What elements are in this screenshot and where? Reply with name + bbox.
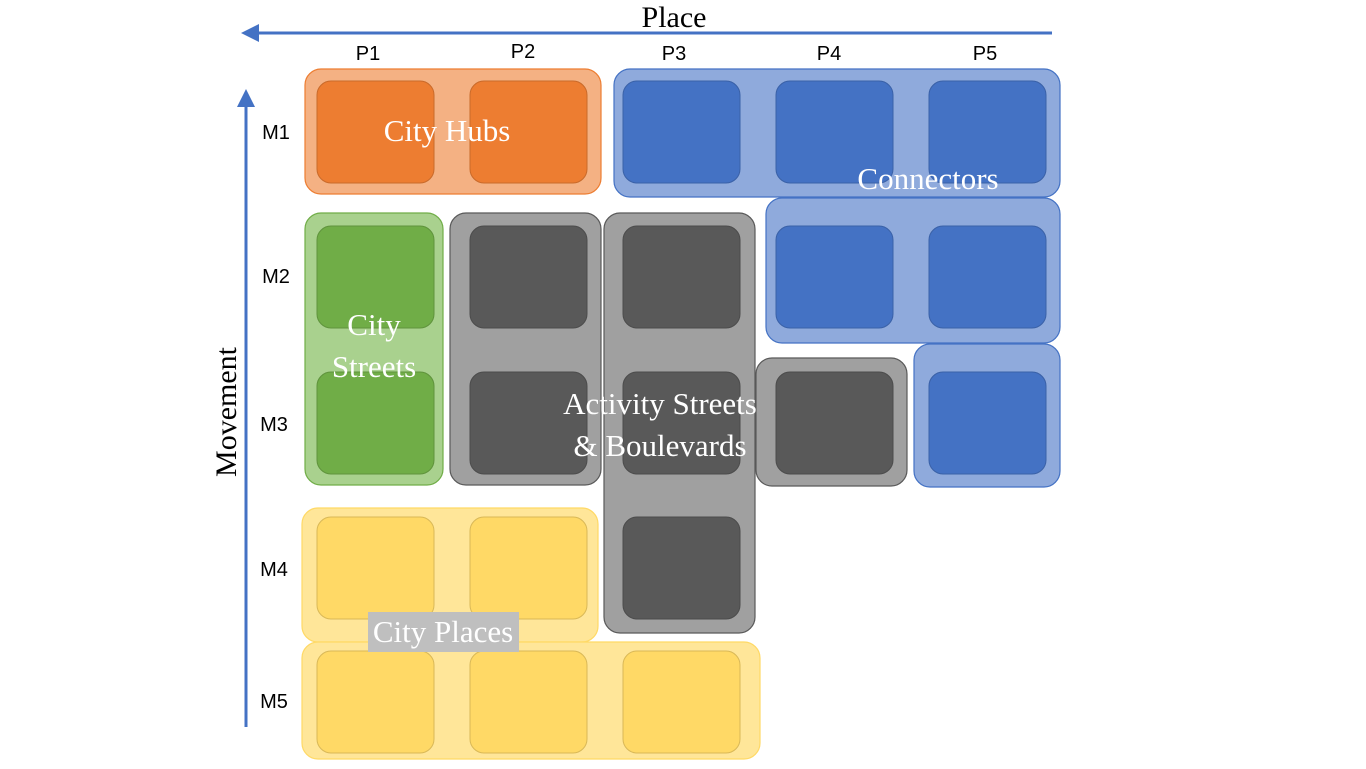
activity-streets-label-line1: Activity Streets (563, 386, 757, 421)
movement-tick-m1: M1 (262, 122, 290, 144)
cell-city-places-p2-m4 (469, 516, 588, 620)
cell-city-hubs-p1-m1 (316, 80, 435, 184)
cell-city-places-p1-m5 (316, 650, 435, 754)
city-places-label-background (368, 612, 519, 652)
cell-city-hubs-p2-m1 (469, 80, 588, 184)
cell-city-places-p2-m5 (469, 650, 588, 754)
cell-activity-streets-p2-m3 (469, 371, 588, 475)
city-streets-label-line2: Streets (332, 349, 416, 384)
cell-connectors-p5-m1 (928, 80, 1047, 184)
cell-activity-streets-p3-m3 (622, 371, 741, 475)
place-tick-p5: P5 (973, 43, 997, 65)
cell-connectors-p3-m1 (622, 80, 741, 184)
place-tick-p4: P4 (817, 43, 841, 65)
connectors-label: Connectors (857, 161, 998, 196)
cell-connectors-p4-m2 (775, 225, 894, 329)
cell-activity-streets-p3-m4 (622, 516, 741, 620)
place-axis-title: Place (642, 1, 707, 34)
cell-activity-streets-p3-m2 (622, 225, 741, 329)
movement-tick-m2: M2 (262, 266, 290, 288)
city-streets-label-line1: City (347, 307, 401, 342)
movement-tick-m4: M4 (260, 559, 288, 581)
cell-connectors-p4-m1 (775, 80, 894, 184)
place-tick-p2: P2 (511, 41, 535, 63)
movement-axis-title: Movement (210, 346, 243, 477)
cell-city-places-p1-m4 (316, 516, 435, 620)
cell-connectors-p5-m3 (928, 371, 1047, 475)
city-hubs-label: City Hubs (384, 113, 511, 148)
city-places-label: City Places (373, 614, 513, 649)
movement-tick-m3: M3 (260, 414, 288, 436)
activity-streets-label-line2: & Boulevards (573, 428, 746, 463)
cell-connectors-p5-m2 (928, 225, 1047, 329)
cell-city-places-p3-m5 (622, 650, 741, 754)
movement-tick-m5: M5 (260, 691, 288, 713)
cell-city-streets-p1-m2 (316, 225, 435, 329)
cell-city-streets-p1-m3 (316, 371, 435, 475)
grid-cells (316, 80, 1047, 754)
cell-activity-streets-p2-m2 (469, 225, 588, 329)
cell-activity-streets-p4-m3 (775, 371, 894, 475)
place-tick-p3: P3 (662, 43, 686, 65)
place-tick-p1: P1 (356, 43, 380, 65)
